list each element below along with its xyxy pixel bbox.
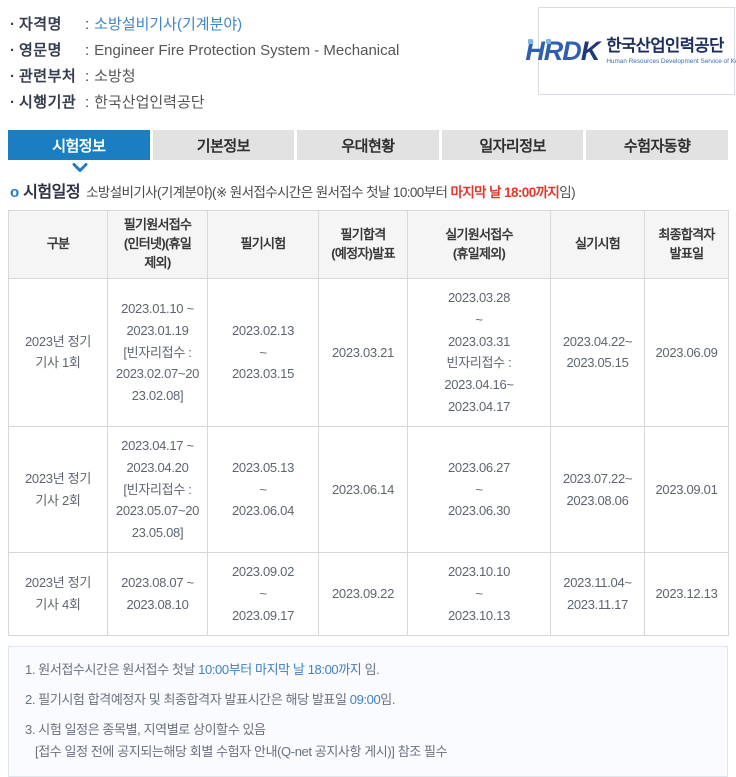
info-label: 자격명 [19,16,62,33]
cell-written-result: 2023.09.22 [318,552,408,636]
info-row-eng-name: · 영문명 : Engineer Fire Protection System … [10,38,728,64]
cell-written-result: 2023.03.21 [318,278,408,427]
cell-final-result: 2023.09.01 [644,425,729,554]
ministry-value: 소방청 [94,68,136,85]
header-written-application: 필기원서접수 (인터넷)(휴일 제외) [107,210,208,279]
info-label: 관련부처 [19,68,77,85]
info-colon: : [85,42,90,59]
hrdk-logo-text: 한국산업인력공단 Human Resources Development Ser… [606,37,736,65]
table-row: 2023년 정기 기사 1회 2023.01.10 ~ 2023.01.19 [… [8,278,729,427]
header-practical-application: 실기원서접수 (휴일제외) [407,210,551,279]
exam-schedule-table: 구분 필기원서접수 (인터넷)(휴일 제외) 필기시험 필기합격 (예정자)발표… [8,210,729,636]
cell-practical-exam: 2023.07.22~ 2023.08.06 [550,425,645,554]
qualification-name-value: 소방설비기사(기계분야) [94,16,243,33]
section-marker-icon: o [10,184,20,201]
cell-written-application: 2023.01.10 ~ 2023.01.19 [빈자리접수 : 2023.02… [107,278,208,427]
tab-exam-info[interactable]: 시험정보 [8,130,150,160]
cell-written-exam: 2023.05.13 ~ 2023.06.04 [207,425,319,554]
cell-written-application: 2023.04.17 ~ 2023.04.20 [빈자리접수 : 2023.05… [107,425,208,554]
cell-written-exam: 2023.09.02 ~ 2023.09.17 [207,552,319,636]
header-final-result: 최종합격자 발표일 [644,210,729,279]
info-label: 시행기관 [19,94,77,111]
cell-final-result: 2023.12.13 [644,552,729,636]
tab-bar: 시험정보 기본정보 우대현황 일자리정보 수험자동향 [8,130,728,160]
cell-practical-application: 2023.06.27 ~ 2023.06.30 [407,425,551,554]
cell-written-result: 2023.06.14 [318,425,408,554]
bullet: · [10,42,15,59]
note-schedule-variance: 3. 시험 일정은 종목별, 지역별로 상이할수 있음 [접수 일정 전에 공지되… [25,720,711,762]
tab-job-info[interactable]: 일자리정보 [441,130,584,160]
header-practical-exam: 실기시험 [550,210,645,279]
header-written-result: 필기합격 (예정자)발표 [318,210,408,279]
logo-org-korean: 한국산업인력공단 [606,37,724,56]
info-row-qual-name: · 자격명 : 소방설비기사(기계분야) [10,12,728,38]
deadline-warning: 마지막 날 18:00까지 [450,185,560,200]
hrdk-logo-acronym-icon: HRDK [525,35,600,66]
note-application-time: 1. 원서접수시간은 원서접수 첫날 10:00부터 마지막 날 18:00까지… [25,661,380,677]
cell-final-result: 2023.06.09 [644,278,729,427]
logo-org-english: Human Resources Development Service of K… [606,57,736,65]
table-header-row: 구분 필기원서접수 (인터넷)(휴일 제외) 필기시험 필기합격 (예정자)발표… [8,210,729,279]
info-colon: : [85,94,90,111]
active-tab-chevron-down-icon [72,163,88,173]
cell-practical-application: 2023.10.10 ~ 2023.10.13 [407,552,551,636]
cell-practical-exam: 2023.04.22~ 2023.05.15 [550,278,645,427]
table-row: 2023년 정기 기사 2회 2023.04.17 ~ 2023.04.20 [… [8,425,729,554]
notes-box: 1. 원서접수시간은 원서접수 첫날 10:00부터 마지막 날 18:00까지… [8,645,728,777]
agency-value: 한국산업인력공단 [94,94,205,111]
cell-round: 2023년 정기 기사 2회 [8,425,108,554]
note-result-time: 2. 필기시험 합격예정자 및 최종합격자 발표시간은 해당 발표일 09:00… [25,691,396,707]
cell-round: 2023년 정기 기사 4회 [8,552,108,636]
note-time-highlight: 10:00부터 마지막 날 18:00까지 [198,661,362,677]
table-row: 2023년 정기 기사 4회 2023.08.07 ~ 2023.08.10 2… [8,552,729,636]
cell-written-application: 2023.08.07 ~ 2023.08.10 [107,552,208,636]
cell-written-exam: 2023.02.13 ~ 2023.03.15 [207,278,319,427]
info-label: 영문명 [19,42,62,59]
english-name-value: Engineer Fire Protection System - Mechan… [94,42,400,59]
bullet: · [10,68,15,85]
header-round: 구분 [8,210,108,279]
info-colon: : [85,68,90,85]
section-name: 시험일정 [23,184,81,201]
qualification-info: · 자격명 : 소방설비기사(기계분야) · 영문명 : Engineer Fi… [10,10,728,116]
schedule-section-title: o 시험일정 소방설비기사(기계분야)(※ 원서접수시간은 원서접수 첫날 10… [10,178,728,202]
cell-practical-exam: 2023.11.04~ 2023.11.17 [550,552,645,636]
info-row-ministry: · 관련부처 : 소방청 [10,64,728,90]
bullet: · [10,94,15,111]
info-row-agency: · 시행기관 : 한국산업인력공단 [10,90,728,116]
tab-examinee-trend[interactable]: 수험자동향 [586,130,728,160]
tab-basic-info[interactable]: 기본정보 [152,130,295,160]
note-time-highlight: 09:00 [349,691,381,707]
note-reference: [접수 일정 전에 공지되는해당 회별 수험자 안내(Q-net 공지사항 게시… [35,744,448,760]
tab-preferential[interactable]: 우대현황 [297,130,439,160]
bullet: · [10,16,15,33]
cell-round: 2023년 정기 기사 1회 [8,278,108,427]
header-area: · 자격명 : 소방설비기사(기계분야) · 영문명 : Engineer Fi… [0,0,736,130]
cell-practical-application: 2023.03.28 ~ 2023.03.31 빈자리접수 : 2023.04.… [407,278,551,427]
section-description: 소방설비기사(기계분야)(※ 원서접수시간은 원서접수 첫날 10:00부터 마… [86,185,575,200]
info-colon: : [85,16,90,33]
header-written-exam: 필기시험 [207,210,319,279]
hrdk-logo: HRDK 한국산업인력공단 Human Resources Developmen… [525,7,736,95]
